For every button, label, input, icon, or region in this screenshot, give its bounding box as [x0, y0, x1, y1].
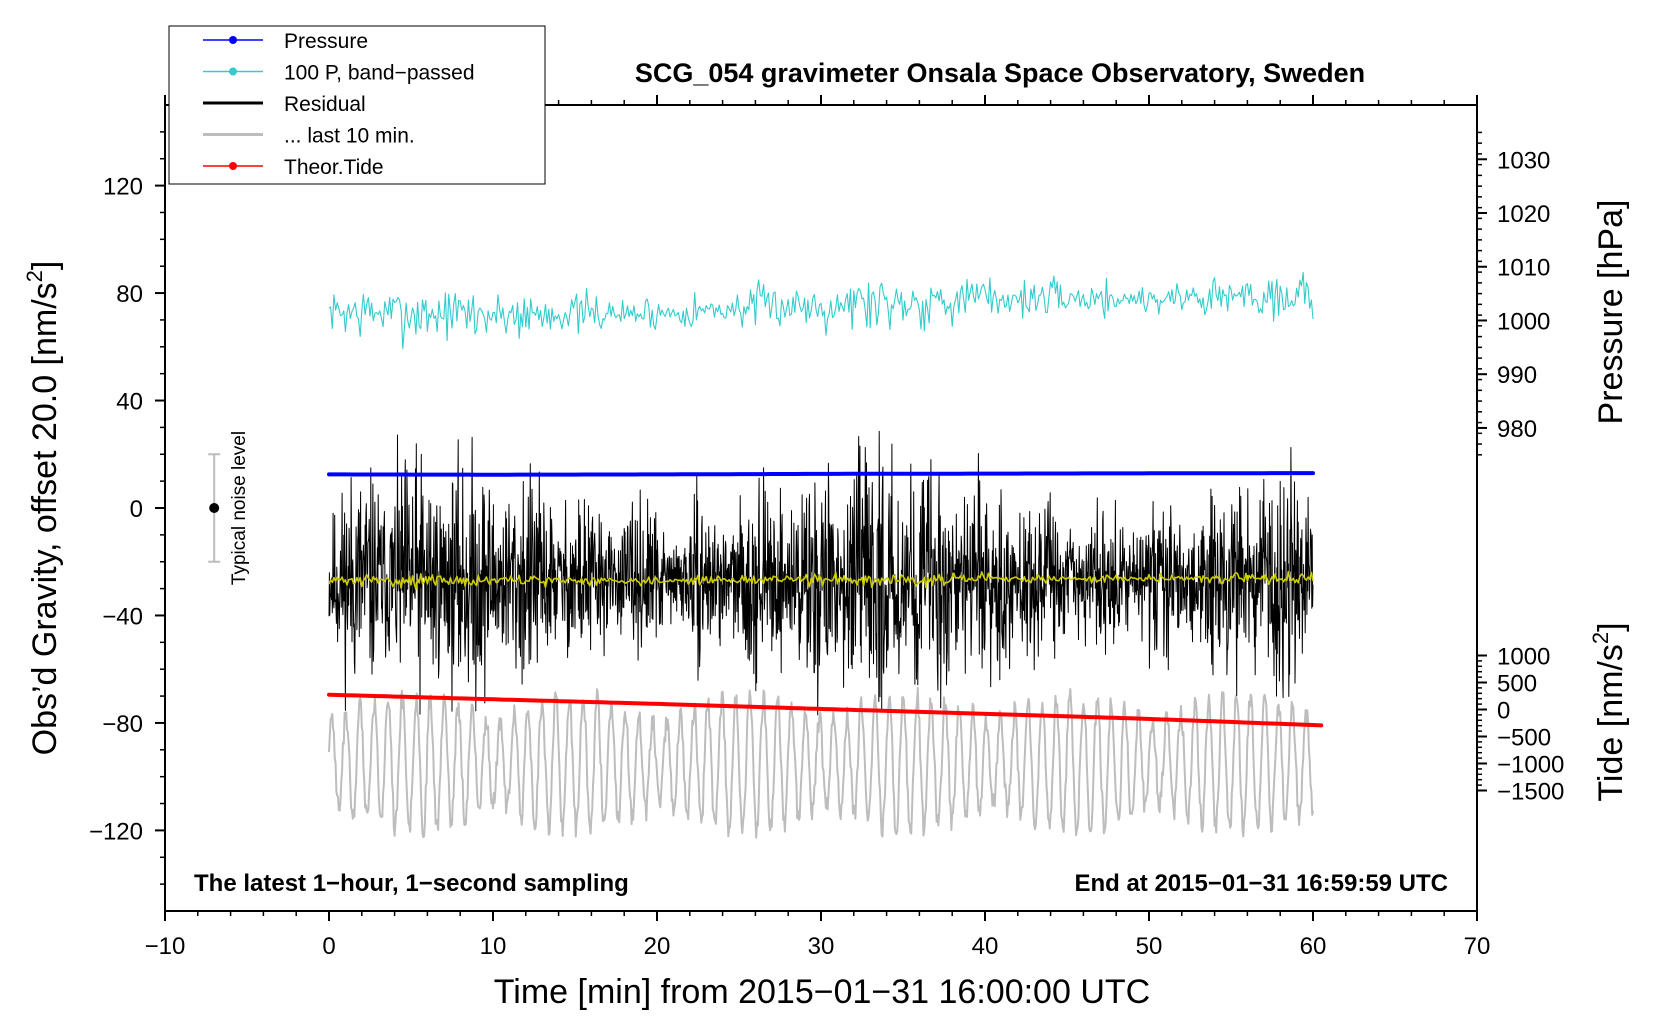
- x-tick-label: 40: [972, 933, 999, 960]
- y-axis-tide-label-text: Tide [nm/s: [1592, 644, 1630, 801]
- legend-marker: [229, 36, 237, 44]
- tide-tick-label: 0: [1497, 698, 1510, 725]
- y-tick-label: −40: [102, 603, 143, 630]
- y-axis-pressure: 1030 1020 1010 1000 990 980: [1477, 131, 1550, 456]
- series-residual: [328, 430, 1314, 716]
- legend-marker: [229, 67, 237, 76]
- y-tick-label: −120: [89, 818, 143, 845]
- pressure-tick-label: 990: [1497, 362, 1537, 389]
- y-tick-label: 80: [116, 281, 143, 308]
- legend: Pressure 100 P, band−passed Residual ... la…: [168, 25, 546, 185]
- pressure-tick-label: 1030: [1497, 147, 1550, 174]
- series-100-p-band-passed: [328, 271, 1314, 350]
- x-axis: −10 0 10 20 30 40 50 60 70: [145, 95, 1491, 960]
- tide-tick-label: −1000: [1497, 752, 1564, 779]
- pressure-tick-label: 1010: [1497, 255, 1550, 282]
- x-tick-label: 50: [1136, 933, 1163, 960]
- chart-title: SCG_054 gravimeter Onsala Space Observat…: [635, 58, 1365, 88]
- pressure-tick-label: 980: [1497, 416, 1537, 443]
- tide-tick-label: −1500: [1497, 779, 1564, 806]
- tide-tick-label: 1000: [1497, 643, 1550, 670]
- y-axis-tide-label: Tide [nm/s2]: [1588, 622, 1630, 801]
- series-pressure: [327, 471, 1315, 477]
- pressure-tick-label: 1020: [1497, 201, 1550, 228]
- legend-box: [168, 25, 546, 185]
- x-tick-label: 60: [1300, 933, 1327, 960]
- x-tick-label: 20: [644, 933, 671, 960]
- y-tick-label: 40: [116, 389, 143, 416]
- y-tick-label: −80: [102, 711, 143, 738]
- y-axis-left: 120 80 40 0 −40 −80 −120: [89, 131, 165, 885]
- y-tick-label: 0: [130, 496, 143, 523]
- x-tick-label: −10: [145, 933, 186, 960]
- x-tick-label: 10: [480, 933, 507, 960]
- y-axis-left-label-text: Obs’d Gravity, offset 20.0 [nm/s: [26, 282, 64, 755]
- y-axis-left-label-close: ]: [26, 261, 64, 270]
- noise-level-label: Typical noise level: [229, 431, 250, 585]
- y-axis-tide-label-close: ]: [1592, 622, 1630, 631]
- series-last-10-min: [328, 686, 1314, 839]
- noise-level-dot: [209, 503, 220, 513]
- legend-marker: [229, 162, 237, 170]
- tide-tick-label: −500: [1497, 725, 1551, 752]
- y-tick-label: 120: [103, 174, 143, 201]
- legend-label: 100 P, band−passed: [284, 62, 475, 85]
- series-theor-tide: [327, 692, 1324, 728]
- x-axis-label: Time [min] from 2015−01−31 16:00:00 UTC: [494, 973, 1150, 1011]
- tide-tick-label: 500: [1497, 670, 1537, 697]
- legend-label: Theor.Tide: [284, 156, 384, 179]
- y-axis-left-label: Obs’d Gravity, offset 20.0 [nm/s2]: [22, 261, 64, 756]
- pressure-tick-label: 1000: [1497, 308, 1550, 335]
- noise-level-indicator: Typical noise level: [208, 431, 250, 585]
- annotation-bottom-right: End at 2015−01−31 16:59:59 UTC: [1074, 870, 1448, 897]
- x-tick-label: 30: [808, 933, 835, 960]
- y-axis-pressure-label: Pressure [hPa]: [1592, 200, 1630, 425]
- x-tick-label: 0: [322, 933, 335, 960]
- annotation-bottom-left: The latest 1−hour, 1−second sampling: [194, 870, 629, 897]
- legend-label: Residual: [284, 93, 366, 116]
- x-tick-label: 70: [1464, 933, 1491, 960]
- legend-label: Pressure: [284, 30, 368, 53]
- legend-label: ... last 10 min.: [284, 125, 415, 148]
- series-layer: [327, 271, 1324, 839]
- y-axis-tide-label-sup: 2: [1588, 632, 1613, 644]
- series-residual-smoothed: [328, 570, 1314, 591]
- y-axis-left-label-sup: 2: [22, 270, 47, 282]
